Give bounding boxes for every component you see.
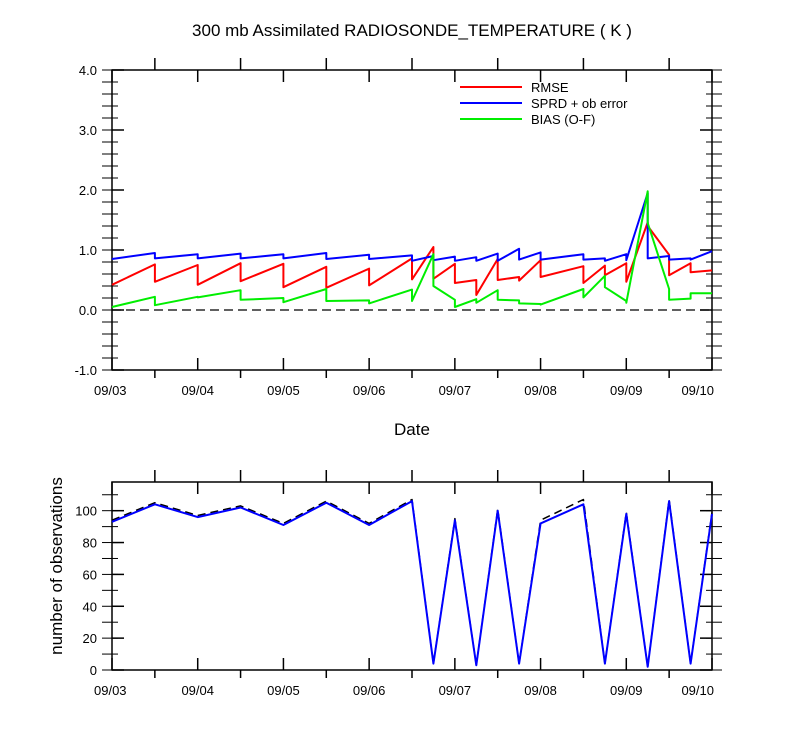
chart1-x-tick-label: 09/08 [524, 383, 557, 398]
chart2-x-tick-label: 09/03 [94, 683, 127, 698]
chart2-y-tick-label: 80 [83, 536, 97, 551]
chart1-y-tick-label: 1.0 [79, 243, 97, 258]
chart1-x-tick-label: 09/03 [94, 383, 127, 398]
chart-title: 300 mb Assimilated RADIOSONDE_TEMPERATUR… [192, 21, 632, 40]
chart1-x-tick-label: 09/07 [439, 383, 472, 398]
chart2-x-tick-label: 09/04 [181, 683, 214, 698]
chart2-plot-frame [111, 481, 713, 671]
chart2-x-tick-label: 09/05 [267, 683, 300, 698]
chart2-y-tick-label: 40 [83, 599, 97, 614]
legend-label-2: SPRD + ob error [531, 96, 628, 111]
chart1-x-tick-label: 09/10 [681, 383, 714, 398]
chart1-y-tick-label: -1.0 [75, 363, 97, 378]
chart1-x-tick-label: 09/06 [353, 383, 386, 398]
chart2-x-tick-label: 09/08 [524, 683, 557, 698]
chart1-series-bias-o-f-line [111, 190, 712, 308]
chart2-x-tick-label: 09/07 [439, 683, 472, 698]
chart1-y-tick-label: 4.0 [79, 63, 97, 78]
chart2-x-tick-label: 09/10 [681, 683, 714, 698]
chart1-y-tick-label: 3.0 [79, 123, 97, 138]
chart1-x-tick-label: 09/09 [610, 383, 643, 398]
legend-label-3: BIAS (O-F) [531, 112, 595, 127]
chart2-x-tick-label: 09/06 [353, 683, 386, 698]
chart2-y-tick-label: 20 [83, 631, 97, 646]
chart2-y-tick-label: 0 [90, 663, 97, 678]
chart1-y-tick-label: 0.0 [79, 303, 97, 318]
chart2-y-tick-label: 100 [75, 504, 97, 519]
chart2-y-tick-label: 60 [83, 567, 97, 582]
chart2-series-possible-line [111, 498, 713, 668]
x-axis-title: Date [394, 420, 430, 439]
chart1-x-tick-label: 09/04 [181, 383, 214, 398]
chart2-series-used-line [111, 500, 713, 668]
chart1-x-tick-label: 09/05 [267, 383, 300, 398]
chart1-series-sprd-ob-error-line [111, 192, 713, 262]
y-axis-title: number of observations [47, 477, 66, 655]
chart1-plot-frame [111, 69, 713, 371]
chart1-y-tick-label: 2.0 [79, 183, 97, 198]
chart2-x-tick-label: 09/09 [610, 683, 643, 698]
legend-label-1: RMSE [531, 80, 569, 95]
